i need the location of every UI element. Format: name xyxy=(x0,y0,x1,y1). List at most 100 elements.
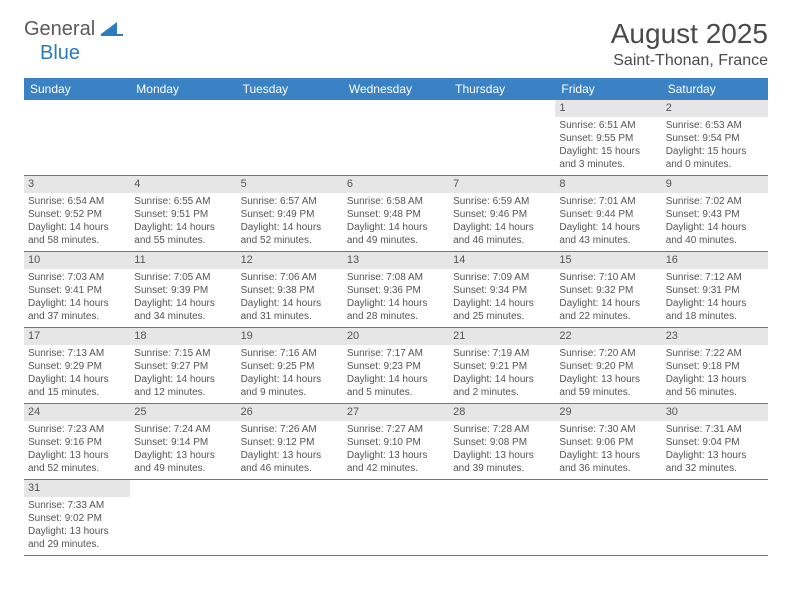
day-cell: 30Sunrise: 7:31 AMSunset: 9:04 PMDayligh… xyxy=(662,404,768,480)
daylight-line: Daylight: 14 hours and 34 minutes. xyxy=(134,297,232,323)
sunrise-line: Sunrise: 6:54 AM xyxy=(28,195,126,208)
day-details: Sunrise: 7:08 AMSunset: 9:36 PMDaylight:… xyxy=(343,269,449,327)
daylight-line: Daylight: 14 hours and 43 minutes. xyxy=(559,221,657,247)
daylight-line: Daylight: 14 hours and 52 minutes. xyxy=(241,221,339,247)
day-number: 27 xyxy=(343,404,449,421)
logo: General xyxy=(24,18,125,41)
day-number: 3 xyxy=(24,176,130,193)
daylight-line: Daylight: 13 hours and 49 minutes. xyxy=(134,449,232,475)
day-cell: 3Sunrise: 6:54 AMSunset: 9:52 PMDaylight… xyxy=(24,176,130,252)
sunset-line: Sunset: 9:46 PM xyxy=(453,208,551,221)
daylight-line: Daylight: 13 hours and 56 minutes. xyxy=(666,373,764,399)
daylight-line: Daylight: 15 hours and 0 minutes. xyxy=(666,145,764,171)
sunset-line: Sunset: 9:39 PM xyxy=(134,284,232,297)
sunrise-line: Sunrise: 7:10 AM xyxy=(559,271,657,284)
sunrise-line: Sunrise: 7:16 AM xyxy=(241,347,339,360)
daylight-line: Daylight: 13 hours and 32 minutes. xyxy=(666,449,764,475)
day-details: Sunrise: 7:26 AMSunset: 9:12 PMDaylight:… xyxy=(237,421,343,479)
sunrise-line: Sunrise: 6:59 AM xyxy=(453,195,551,208)
sunset-line: Sunset: 9:52 PM xyxy=(28,208,126,221)
day-header: Friday xyxy=(555,78,661,100)
daylight-line: Daylight: 14 hours and 12 minutes. xyxy=(134,373,232,399)
day-details: Sunrise: 7:10 AMSunset: 9:32 PMDaylight:… xyxy=(555,269,661,327)
day-cell: 11Sunrise: 7:05 AMSunset: 9:39 PMDayligh… xyxy=(130,252,236,328)
day-cell: 29Sunrise: 7:30 AMSunset: 9:06 PMDayligh… xyxy=(555,404,661,480)
day-number: 19 xyxy=(237,328,343,345)
sunset-line: Sunset: 9:55 PM xyxy=(559,132,657,145)
day-details: Sunrise: 7:22 AMSunset: 9:18 PMDaylight:… xyxy=(662,345,768,403)
day-header: Tuesday xyxy=(237,78,343,100)
logo-text-general: General xyxy=(24,18,95,41)
calendar-week-row: 31Sunrise: 7:33 AMSunset: 9:02 PMDayligh… xyxy=(24,480,768,556)
day-cell: 8Sunrise: 7:01 AMSunset: 9:44 PMDaylight… xyxy=(555,176,661,252)
sunset-line: Sunset: 9:44 PM xyxy=(559,208,657,221)
day-number: 18 xyxy=(130,328,236,345)
day-details: Sunrise: 7:03 AMSunset: 9:41 PMDaylight:… xyxy=(24,269,130,327)
day-number: 26 xyxy=(237,404,343,421)
month-title: August 2025 xyxy=(611,18,768,50)
day-cell: 5Sunrise: 6:57 AMSunset: 9:49 PMDaylight… xyxy=(237,176,343,252)
daylight-line: Daylight: 13 hours and 29 minutes. xyxy=(28,525,126,551)
day-number: 30 xyxy=(662,404,768,421)
daylight-line: Daylight: 13 hours and 42 minutes. xyxy=(347,449,445,475)
day-cell: 28Sunrise: 7:28 AMSunset: 9:08 PMDayligh… xyxy=(449,404,555,480)
sunset-line: Sunset: 9:16 PM xyxy=(28,436,126,449)
daylight-line: Daylight: 14 hours and 9 minutes. xyxy=(241,373,339,399)
day-cell: 27Sunrise: 7:27 AMSunset: 9:10 PMDayligh… xyxy=(343,404,449,480)
sunset-line: Sunset: 9:43 PM xyxy=(666,208,764,221)
empty-day-cell xyxy=(343,480,449,556)
empty-day-cell xyxy=(237,480,343,556)
day-number: 21 xyxy=(449,328,555,345)
day-number: 12 xyxy=(237,252,343,269)
sunset-line: Sunset: 9:12 PM xyxy=(241,436,339,449)
sunrise-line: Sunrise: 7:15 AM xyxy=(134,347,232,360)
calendar-table: SundayMondayTuesdayWednesdayThursdayFrid… xyxy=(24,78,768,556)
sunrise-line: Sunrise: 6:51 AM xyxy=(559,119,657,132)
day-cell: 25Sunrise: 7:24 AMSunset: 9:14 PMDayligh… xyxy=(130,404,236,480)
sunrise-line: Sunrise: 7:17 AM xyxy=(347,347,445,360)
daylight-line: Daylight: 13 hours and 36 minutes. xyxy=(559,449,657,475)
sunset-line: Sunset: 9:32 PM xyxy=(559,284,657,297)
sunrise-line: Sunrise: 6:58 AM xyxy=(347,195,445,208)
day-cell: 19 Sunrise: 7:16 AMSunset: 9:25 PMDayligh… xyxy=(237,328,343,404)
sunset-line: Sunset: 9:14 PM xyxy=(134,436,232,449)
sunset-line: Sunset: 9:25 PM xyxy=(241,360,339,373)
sunrise-line: Sunrise: 7:24 AM xyxy=(134,423,232,436)
sunrise-line: Sunrise: 7:23 AM xyxy=(28,423,126,436)
day-cell: 1Sunrise: 6:51 AMSunset: 9:55 PMDaylight… xyxy=(555,100,661,176)
day-cell: 12Sunrise: 7:06 AMSunset: 9:38 PMDayligh… xyxy=(237,252,343,328)
empty-day-cell xyxy=(343,100,449,176)
day-cell: 7Sunrise: 6:59 AMSunset: 9:46 PMDaylight… xyxy=(449,176,555,252)
sunset-line: Sunset: 9:02 PM xyxy=(28,512,126,525)
day-number: 28 xyxy=(449,404,555,421)
day-details: Sunrise: 7:01 AMSunset: 9:44 PMDaylight:… xyxy=(555,193,661,251)
day-cell: 18 Sunrise: 7:15 AMSunset: 9:27 PMDayligh… xyxy=(130,328,236,404)
day-details: Sunrise: 7:28 AMSunset: 9:08 PMDaylight:… xyxy=(449,421,555,479)
daylight-line: Daylight: 14 hours and 31 minutes. xyxy=(241,297,339,323)
day-details: Sunrise: 7:27 AMSunset: 9:10 PMDaylight:… xyxy=(343,421,449,479)
day-number: 31 xyxy=(24,480,130,497)
sunrise-line: Sunrise: 7:03 AM xyxy=(28,271,126,284)
day-cell: 6Sunrise: 6:58 AMSunset: 9:48 PMDaylight… xyxy=(343,176,449,252)
day-cell: 15Sunrise: 7:10 AMSunset: 9:32 PMDayligh… xyxy=(555,252,661,328)
day-details: Sunrise: 7:19 AMSunset: 9:21 PMDaylight:… xyxy=(449,345,555,403)
daylight-line: Daylight: 14 hours and 28 minutes. xyxy=(347,297,445,323)
day-header: Thursday xyxy=(449,78,555,100)
day-number: 29 xyxy=(555,404,661,421)
logo-text-blue-wrap: Blue xyxy=(40,42,80,65)
sunset-line: Sunset: 9:41 PM xyxy=(28,284,126,297)
daylight-line: Daylight: 13 hours and 59 minutes. xyxy=(559,373,657,399)
daylight-line: Daylight: 13 hours and 39 minutes. xyxy=(453,449,551,475)
day-cell: 16Sunrise: 7:12 AMSunset: 9:31 PMDayligh… xyxy=(662,252,768,328)
calendar-body: 1Sunrise: 6:51 AMSunset: 9:55 PMDaylight… xyxy=(24,100,768,556)
daylight-line: Daylight: 14 hours and 55 minutes. xyxy=(134,221,232,247)
sunset-line: Sunset: 9:27 PM xyxy=(134,360,232,373)
sunset-line: Sunset: 9:18 PM xyxy=(666,360,764,373)
sunrise-line: Sunrise: 7:30 AM xyxy=(559,423,657,436)
calendar-week-row: 10Sunrise: 7:03 AMSunset: 9:41 PMDayligh… xyxy=(24,252,768,328)
calendar-week-row: 24Sunrise: 7:23 AMSunset: 9:16 PMDayligh… xyxy=(24,404,768,480)
daylight-line: Daylight: 14 hours and 15 minutes. xyxy=(28,373,126,399)
empty-day-cell xyxy=(130,480,236,556)
empty-day-cell xyxy=(130,100,236,176)
day-details: Sunrise: 7:23 AMSunset: 9:16 PMDaylight:… xyxy=(24,421,130,479)
